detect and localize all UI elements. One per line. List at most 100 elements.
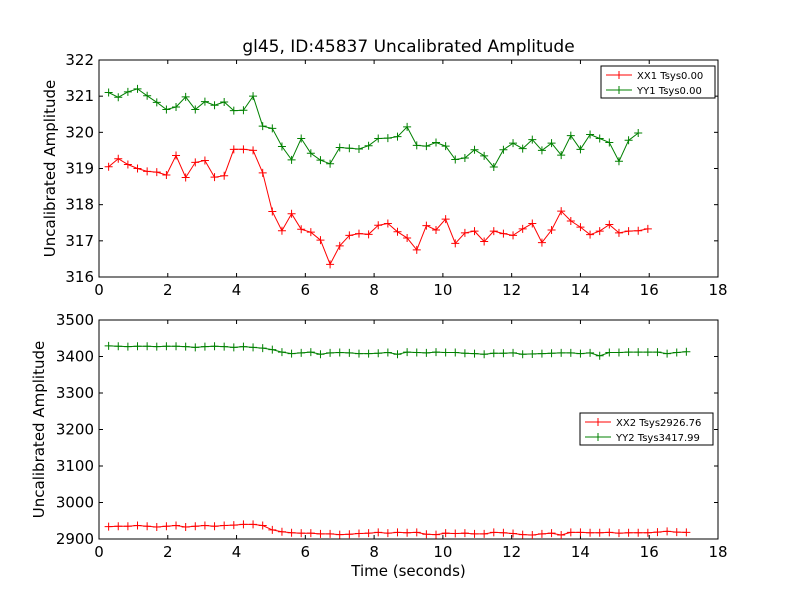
series-1 bbox=[104, 145, 652, 269]
data-point bbox=[422, 142, 431, 151]
x-tick-label: 8 bbox=[369, 281, 379, 299]
y-axis-label: Uncalibrated Amplitude bbox=[41, 80, 59, 257]
data-point bbox=[316, 156, 325, 165]
data-point bbox=[624, 136, 633, 145]
data-point bbox=[537, 146, 546, 155]
x-tick-label: 14 bbox=[571, 281, 590, 299]
data-point bbox=[432, 225, 441, 234]
data-point bbox=[152, 522, 161, 531]
data-point bbox=[114, 342, 123, 351]
series-2 bbox=[104, 341, 691, 360]
data-point bbox=[412, 141, 421, 150]
data-point bbox=[653, 528, 662, 537]
x-tick-label: 14 bbox=[571, 543, 590, 561]
x-tick-label: 4 bbox=[232, 281, 242, 299]
data-point bbox=[605, 528, 614, 537]
legend-item: YY2 Tsys3417.99 bbox=[585, 433, 700, 444]
data-point bbox=[191, 105, 200, 114]
data-point bbox=[152, 342, 161, 351]
data-point bbox=[143, 522, 152, 531]
data-point bbox=[537, 529, 546, 538]
data-point bbox=[663, 527, 672, 536]
data-point bbox=[403, 122, 412, 131]
y-tick-label: 319 bbox=[65, 160, 94, 178]
data-point bbox=[682, 347, 691, 356]
data-point bbox=[643, 528, 652, 537]
data-point bbox=[653, 348, 662, 357]
legend: XX1 Tsys0.00 YY1 Tsys0.00 bbox=[600, 65, 716, 99]
y-tick-label: 316 bbox=[65, 268, 94, 286]
data-point bbox=[643, 224, 652, 233]
data-point bbox=[220, 97, 229, 106]
data-point bbox=[576, 223, 585, 232]
data-point bbox=[172, 521, 181, 530]
data-point bbox=[518, 350, 527, 359]
data-point bbox=[624, 348, 633, 357]
data-point bbox=[634, 348, 643, 357]
data-point bbox=[268, 207, 277, 216]
data-point bbox=[316, 236, 325, 245]
data-point bbox=[634, 129, 643, 138]
data-point bbox=[210, 101, 219, 110]
legend-item: XX2 Tsys2926.76 bbox=[585, 418, 701, 429]
data-point bbox=[595, 134, 604, 143]
data-point bbox=[258, 344, 267, 353]
data-point bbox=[537, 349, 546, 358]
data-point bbox=[268, 345, 277, 354]
data-point bbox=[432, 530, 441, 539]
data-point bbox=[451, 348, 460, 357]
data-point bbox=[316, 529, 325, 538]
data-point bbox=[316, 350, 325, 359]
data-point bbox=[297, 134, 306, 143]
data-point bbox=[297, 348, 306, 357]
data-point bbox=[104, 162, 113, 171]
x-tick-label: 2 bbox=[163, 281, 173, 299]
data-point bbox=[412, 528, 421, 537]
data-point bbox=[422, 348, 431, 357]
data-point bbox=[480, 350, 489, 359]
data-point bbox=[133, 164, 142, 173]
data-point bbox=[595, 351, 604, 360]
data-point bbox=[210, 522, 219, 531]
data-point bbox=[634, 226, 643, 235]
data-point bbox=[258, 122, 267, 131]
data-point bbox=[220, 342, 229, 351]
data-point bbox=[460, 349, 469, 358]
data-point bbox=[258, 168, 267, 177]
x-tick-label: 0 bbox=[94, 281, 104, 299]
data-point bbox=[133, 84, 142, 93]
data-point bbox=[422, 530, 431, 539]
data-point bbox=[499, 145, 508, 154]
data-point bbox=[576, 145, 585, 154]
data-point bbox=[480, 529, 489, 538]
data-point bbox=[364, 230, 373, 239]
chart-panel-2: 0 2 4 6 8 10 12 14 16 18 2900 3000 3100 3200 3300 3400 3… bbox=[30, 311, 728, 580]
data-point bbox=[480, 237, 489, 246]
y-tick-label: 317 bbox=[65, 232, 94, 250]
data-point bbox=[412, 348, 421, 357]
data-point bbox=[239, 342, 248, 351]
data-point bbox=[547, 225, 556, 234]
data-point bbox=[374, 528, 383, 537]
data-point bbox=[682, 528, 691, 537]
x-tick-label: 0 bbox=[94, 543, 104, 561]
data-point bbox=[374, 221, 383, 230]
data-point bbox=[614, 529, 623, 538]
x-tick-label: 16 bbox=[640, 543, 659, 561]
legend-marker bbox=[615, 71, 623, 79]
data-point bbox=[258, 521, 267, 530]
data-point bbox=[489, 528, 498, 537]
data-point bbox=[393, 132, 402, 141]
x-axis: 0 2 4 6 8 10 12 14 16 18 bbox=[94, 60, 728, 299]
data-point bbox=[528, 530, 537, 539]
data-point bbox=[451, 155, 460, 164]
data-point bbox=[393, 528, 402, 537]
data-point bbox=[383, 219, 392, 228]
data-point bbox=[162, 522, 171, 531]
x-tick-label: 10 bbox=[433, 543, 452, 561]
data-point bbox=[229, 343, 238, 352]
chart-panel-1: gl45, ID:45837 Uncalibrated Amplitude 0 2 4… bbox=[41, 37, 728, 299]
data-point bbox=[114, 154, 123, 163]
data-point bbox=[345, 144, 354, 153]
